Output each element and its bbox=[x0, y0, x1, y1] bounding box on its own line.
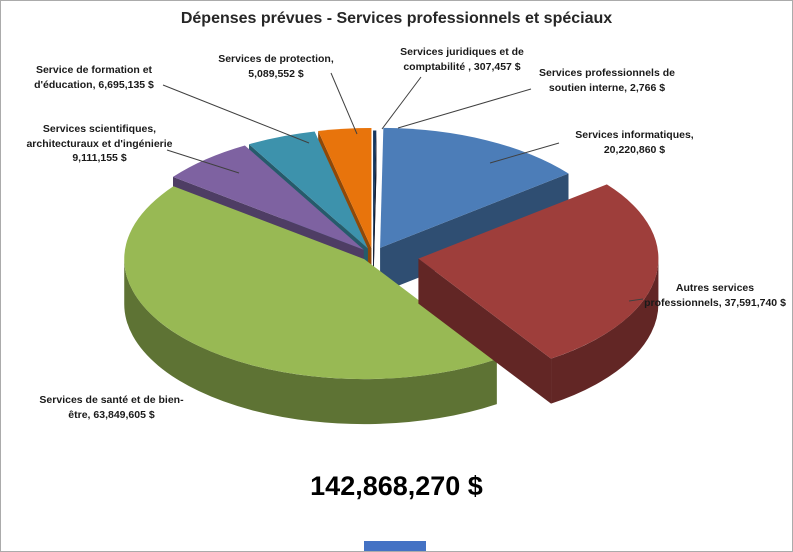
leader-line-formation bbox=[162, 84, 310, 144]
pie-slice-6 bbox=[249, 131, 368, 249]
leader-line-soutien bbox=[397, 88, 532, 129]
pie-slice-5 bbox=[172, 145, 364, 250]
pie-slice-2 bbox=[380, 127, 569, 248]
leader-line-autres bbox=[628, 298, 644, 302]
label-leader-lines bbox=[162, 72, 644, 302]
pie-slice-3 bbox=[418, 184, 659, 359]
slice-label-autres-services: Autres services professionnels, 37,591,7… bbox=[644, 282, 786, 309]
bottom-blue-tab bbox=[364, 541, 426, 551]
slice-label-protection: Services de protection, 5,089,552 $ bbox=[218, 53, 334, 80]
leader-line-juridiques bbox=[381, 76, 422, 130]
leader-line-informatiques bbox=[489, 142, 560, 164]
pie-slice-wall-0 bbox=[373, 130, 377, 296]
total-amount-label: 142,868,270 $ bbox=[310, 471, 483, 501]
pie-slice-wall-3 bbox=[418, 258, 552, 404]
leader-line-protection bbox=[330, 72, 358, 135]
slice-label-soutien-interne: Services professionnels de soutien inter… bbox=[539, 67, 675, 94]
pie-slice-4 bbox=[124, 186, 497, 380]
slice-label-sante: Services de santé et de bien- être, 63,8… bbox=[39, 394, 184, 421]
slice-label-scientifiques: Services scientifiques, architecturaux e… bbox=[26, 123, 173, 165]
leader-line-scientifiques bbox=[166, 149, 240, 174]
chart-title: Dépenses prévues - Services professionne… bbox=[180, 10, 613, 27]
slice-label-formation: Service de formation et d'éducation, 6,6… bbox=[34, 64, 154, 91]
pie-3d-group bbox=[124, 127, 659, 425]
pie-slice-0 bbox=[373, 130, 377, 251]
pie-slice-rim-4 bbox=[124, 259, 497, 425]
slice-label-informatiques: Services informatiques, 20,220,860 $ bbox=[575, 129, 694, 156]
slice-label-juridiques: Services juridiques et de comptabilité ,… bbox=[400, 46, 524, 73]
pie-slice-7 bbox=[318, 128, 372, 249]
pie-slice-rim-3 bbox=[551, 258, 659, 404]
